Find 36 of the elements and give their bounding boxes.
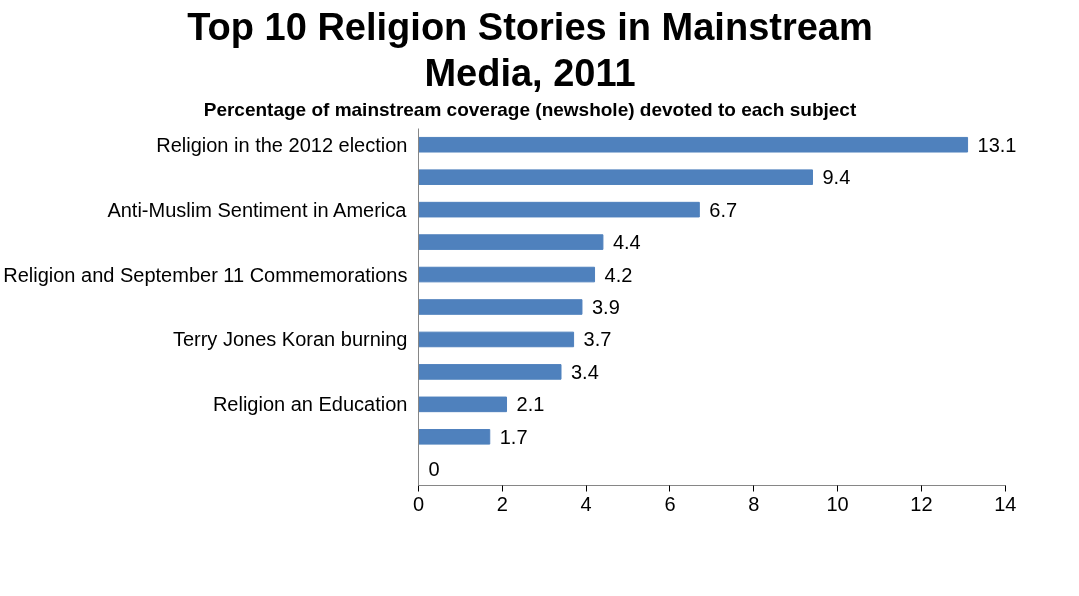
bar <box>418 234 604 251</box>
chart-title: Top 10 Religion Stories in Mainstream Media, 2011 <box>186 5 874 96</box>
bar <box>418 137 969 153</box>
data-label: 3.4 <box>571 361 599 384</box>
data-label: 0 <box>428 458 440 481</box>
bar <box>418 267 596 283</box>
bar <box>418 396 508 413</box>
x-tick-label: 8 <box>748 492 760 515</box>
y-tick-label: Religion and September 11 Commemorations <box>3 263 408 286</box>
x-tick-label: 6 <box>664 492 676 515</box>
x-tick-label: 10 <box>826 492 849 515</box>
chart-subtitle: Percentage of mainstream coverage (newshole) devoted to each subject <box>202 98 858 123</box>
data-label: 2.1 <box>516 393 545 416</box>
data-label: 3.9 <box>591 296 620 319</box>
x-tick-label: 2 <box>496 492 508 515</box>
y-tick-label: Terry Jones Koran burning <box>172 328 408 351</box>
data-label: 9.4 <box>822 166 851 189</box>
x-tick-label: 0 <box>412 492 425 515</box>
x-tick-label: 4 <box>580 492 592 515</box>
data-label: 1.7 <box>499 426 528 449</box>
bar <box>418 169 813 186</box>
data-label: 6.7 <box>709 198 738 221</box>
y-tick-label: Religion in the 2012 election <box>156 134 408 157</box>
y-tick-label: Anti-Muslim Sentiment in America <box>107 198 408 221</box>
bar <box>418 364 562 381</box>
bar <box>418 299 583 316</box>
data-label: 3.7 <box>583 328 612 351</box>
x-tick-label: 12 <box>910 492 933 515</box>
bar <box>418 202 700 218</box>
bar <box>418 331 575 348</box>
y-tick-label: Religion an Education <box>212 393 408 416</box>
data-label: 13.1 <box>977 134 1017 157</box>
data-label: 4.2 <box>604 263 633 286</box>
bar <box>418 429 491 445</box>
x-tick-label: 14 <box>994 492 1017 515</box>
data-label: 4.4 <box>612 231 641 254</box>
